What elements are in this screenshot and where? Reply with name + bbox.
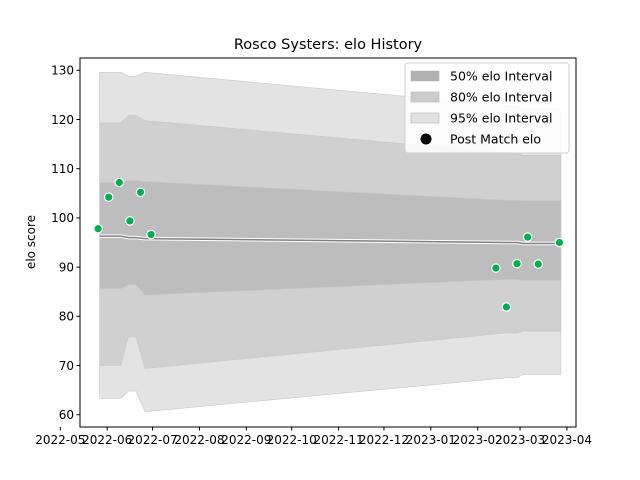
x-axis: 2022-052022-062022-072022-082022-092022-… [35, 427, 592, 447]
legend-box [404, 62, 570, 154]
chart-title: Rosco Systers: elo History [234, 37, 423, 53]
legend-patch [410, 91, 440, 103]
y-tick-label: 100 [51, 211, 74, 225]
post-match-point [146, 229, 156, 240]
post-match-point [103, 192, 114, 202]
y-tick-label: 120 [51, 113, 74, 127]
post-match-point [533, 259, 543, 269]
post-match-point [93, 223, 103, 234]
x-tick-label: 2023-02 [453, 433, 503, 447]
y-tick-label: 70 [59, 359, 74, 373]
interval-band-50-elo-interval [99, 180, 562, 296]
post-match-point [512, 258, 522, 269]
x-tick-label: 2022-07 [128, 433, 178, 447]
x-tick-label: 2022-05 [35, 433, 85, 447]
y-axis-label: elo score [24, 215, 38, 269]
post-match-point [135, 187, 146, 198]
x-tick-label: 2022-11 [314, 433, 364, 447]
trend-lines [99, 234, 561, 246]
post-match-point [125, 216, 135, 226]
legend-label: Post Match elo [450, 132, 541, 147]
x-tick-label: 2022-12 [359, 433, 409, 447]
y-tick-label: 60 [59, 408, 74, 422]
post-match-point [554, 237, 565, 248]
x-tick-label: 2022-09 [221, 433, 271, 447]
legend-label: 50% elo Interval [450, 69, 552, 84]
legend-label: 95% elo Interval [450, 111, 552, 126]
legend-dot-marker [420, 133, 432, 145]
x-tick-label: 2023-01 [406, 433, 456, 447]
y-tick-label: 110 [51, 162, 74, 176]
post-match-point [501, 302, 512, 312]
x-tick-label: 2022-06 [82, 433, 132, 447]
legend-patch [410, 70, 440, 82]
x-tick-label: 2022-10 [267, 433, 317, 447]
post-match-point [491, 263, 501, 273]
y-axis: 60 70 80 90 100 110 120 130 [51, 64, 80, 422]
y-tick-label: 90 [59, 260, 74, 274]
y-tick-label: 80 [59, 310, 74, 324]
post-match-point [114, 177, 125, 188]
x-tick-label: 2022-08 [174, 433, 224, 447]
x-tick-label: 2023-04 [542, 433, 592, 447]
y-tick-label: 130 [51, 64, 74, 78]
trend-line-0 [99, 235, 561, 245]
post-match-point [522, 232, 533, 242]
x-tick-label: 2023-03 [495, 433, 545, 447]
plot-frame [79, 57, 577, 428]
legend-patch [410, 112, 440, 124]
post-match-points [93, 177, 565, 312]
legend-label: 80% elo Interval [450, 90, 552, 105]
legend: 50% elo Interval 80% elo Interval 95% elo … [404, 62, 570, 154]
